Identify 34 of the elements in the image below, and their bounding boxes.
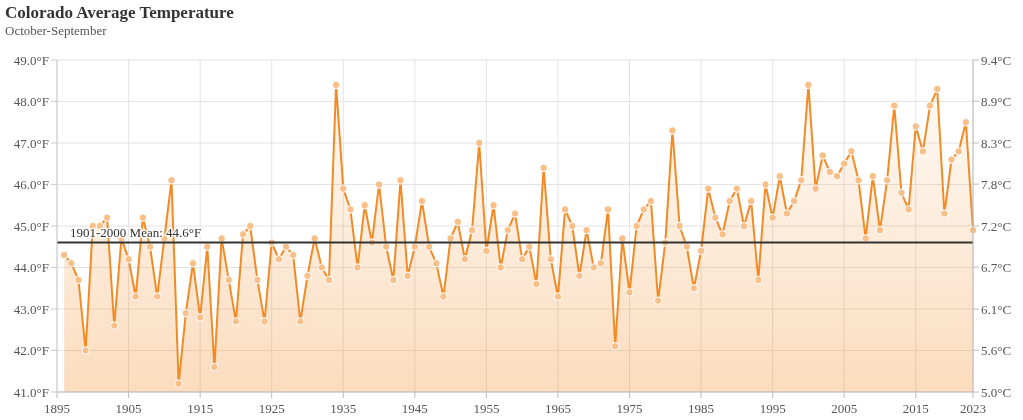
y2-tick-label: 6.1°C <box>981 301 1012 317</box>
x-tick-label: 1995 <box>759 401 786 416</box>
y2-tick-label: 7.8°C <box>981 176 1012 192</box>
x-tick-label: 2005 <box>831 401 858 416</box>
x-tick-label: 1935 <box>330 401 357 416</box>
y2-tick-label: 8.3°C <box>981 135 1012 151</box>
y-tick-label: 42.0°F <box>13 343 49 358</box>
y-tick-label: 43.0°F <box>13 301 49 317</box>
y2-tick-label: 6.7°C <box>981 259 1012 275</box>
y2-tick-label: 8.9°C <box>981 93 1012 109</box>
x-tick-label: 1965 <box>544 401 571 416</box>
chart-title: Colorado Average Temperature <box>5 3 235 22</box>
y-tick-label: 46.0°F <box>13 177 49 192</box>
y2-tick-label: 5.0°C <box>981 384 1012 400</box>
x-tick-label: 1955 <box>473 401 500 416</box>
x-tick-label: 1945 <box>401 401 428 416</box>
y-tick-label: 49.0°F <box>13 52 49 68</box>
x-tick-label: 1895 <box>44 401 70 416</box>
y2-tick-label: 9.4°C <box>981 52 1012 68</box>
x-tick-label: 1975 <box>616 401 643 416</box>
y-tick-label: 48.0°F <box>13 94 49 109</box>
y-tick-label: 47.0°F <box>13 135 49 151</box>
x-tick-label: 2015 <box>902 401 929 416</box>
y2-tick-label: 5.6°C <box>981 342 1012 358</box>
x-tick-label: 1985 <box>688 401 715 416</box>
x-tick-label: 1925 <box>258 401 285 416</box>
x-tick-label: 1905 <box>115 401 142 416</box>
chart-subtitle: October-September <box>5 23 108 38</box>
y-tick-label: 41.0°F <box>13 384 49 400</box>
x-tick-label: 1915 <box>187 401 214 416</box>
y2-tick-label: 7.2°C <box>981 218 1012 234</box>
x-tick-label: 2023 <box>960 401 986 416</box>
y-tick-label: 45.0°F <box>13 218 49 234</box>
y-tick-label: 44.0°F <box>13 260 49 275</box>
